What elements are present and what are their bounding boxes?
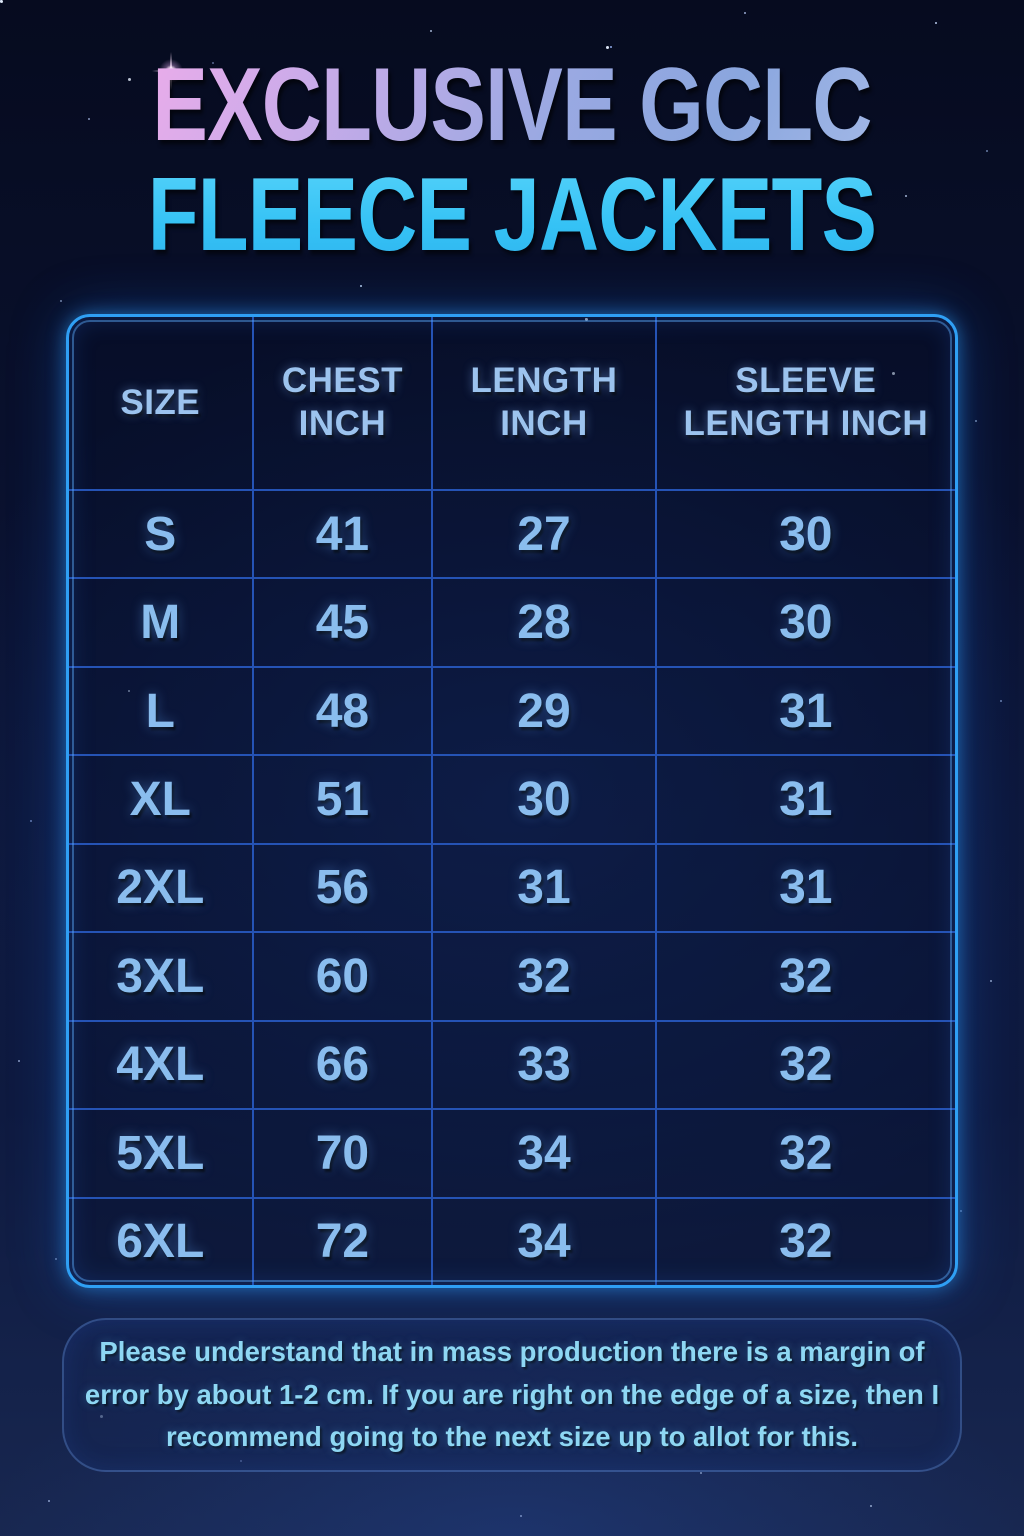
note-box: Please understand that in mass productio… xyxy=(62,1318,962,1472)
length-value: 30 xyxy=(431,756,654,843)
length-value: 32 xyxy=(431,933,654,1020)
length-value: 27 xyxy=(431,491,654,578)
size-label: 6XL xyxy=(116,1215,205,1269)
size-label: 5XL xyxy=(116,1126,205,1180)
chest-value: 41 xyxy=(251,491,432,578)
sleeve-value: 32 xyxy=(654,1110,955,1197)
poster-title-line1: EXCLUSIVE GCLC xyxy=(102,50,921,160)
column-header-chest: CHEST INCH xyxy=(251,317,432,489)
length-value: 31 xyxy=(431,844,654,932)
size-label: L xyxy=(145,684,175,738)
table-row-s: S 41 27 30 xyxy=(69,489,955,578)
table-row-3xl: 3XL 60 32 32 xyxy=(69,931,955,1020)
chest-value: 72 xyxy=(251,1198,432,1285)
table-row-2xl: 2XL 56 31 31 xyxy=(69,842,955,932)
chest-value: 51 xyxy=(251,756,432,843)
size-label: M xyxy=(140,596,181,650)
table-row-m: M 45 28 30 xyxy=(69,577,955,666)
length-value: 34 xyxy=(431,1198,654,1285)
poster-title: EXCLUSIVE GCLC FLEECE JACKETS xyxy=(0,0,1024,271)
chest-value: 70 xyxy=(251,1110,432,1197)
length-value: 34 xyxy=(431,1110,654,1197)
size-label: 4XL xyxy=(116,1038,205,1092)
sleeve-value: 31 xyxy=(654,844,955,932)
size-label: 3XL xyxy=(116,949,205,1003)
chest-value: 48 xyxy=(251,667,432,755)
column-header-sleeve: SLEEVE LENGTH INCH xyxy=(654,317,955,489)
sleeve-value: 31 xyxy=(654,756,955,843)
sleeve-value: 30 xyxy=(654,491,955,578)
size-label: XL xyxy=(129,773,191,827)
chest-value: 60 xyxy=(251,933,432,1020)
length-value: 33 xyxy=(431,1021,654,1109)
column-header-length: LENGTH INCH xyxy=(431,317,654,489)
poster-title-line2: FLEECE JACKETS xyxy=(102,160,921,270)
chest-value: 66 xyxy=(251,1021,432,1109)
sleeve-value: 32 xyxy=(654,1198,955,1285)
size-label: S xyxy=(144,507,177,561)
sleeve-value: 31 xyxy=(654,667,955,755)
sleeve-value: 32 xyxy=(654,933,955,1020)
table-row-l: L 48 29 31 xyxy=(69,665,955,755)
length-value: 28 xyxy=(431,579,654,666)
size-label: 2XL xyxy=(116,861,205,915)
note-text: Please understand that in mass productio… xyxy=(84,1336,940,1453)
table-row-5xl: 5XL 70 34 32 xyxy=(69,1108,955,1197)
chest-value: 45 xyxy=(251,579,432,666)
size-table: SIZE CHEST INCH LENGTH INCH SLEEVE LENGT… xyxy=(66,314,958,1288)
table-header-row: SIZE CHEST INCH LENGTH INCH SLEEVE LENGT… xyxy=(69,317,955,489)
column-header-size: SIZE xyxy=(120,382,201,422)
chest-value: 56 xyxy=(251,844,432,932)
length-value: 29 xyxy=(431,667,654,755)
sleeve-value: 30 xyxy=(654,579,955,666)
table-row-xl: XL 51 30 31 xyxy=(69,754,955,843)
table-row-4xl: 4XL 66 33 32 xyxy=(69,1019,955,1109)
table-row-6xl: 6XL 72 34 32 xyxy=(69,1196,955,1285)
sleeve-value: 32 xyxy=(654,1021,955,1109)
